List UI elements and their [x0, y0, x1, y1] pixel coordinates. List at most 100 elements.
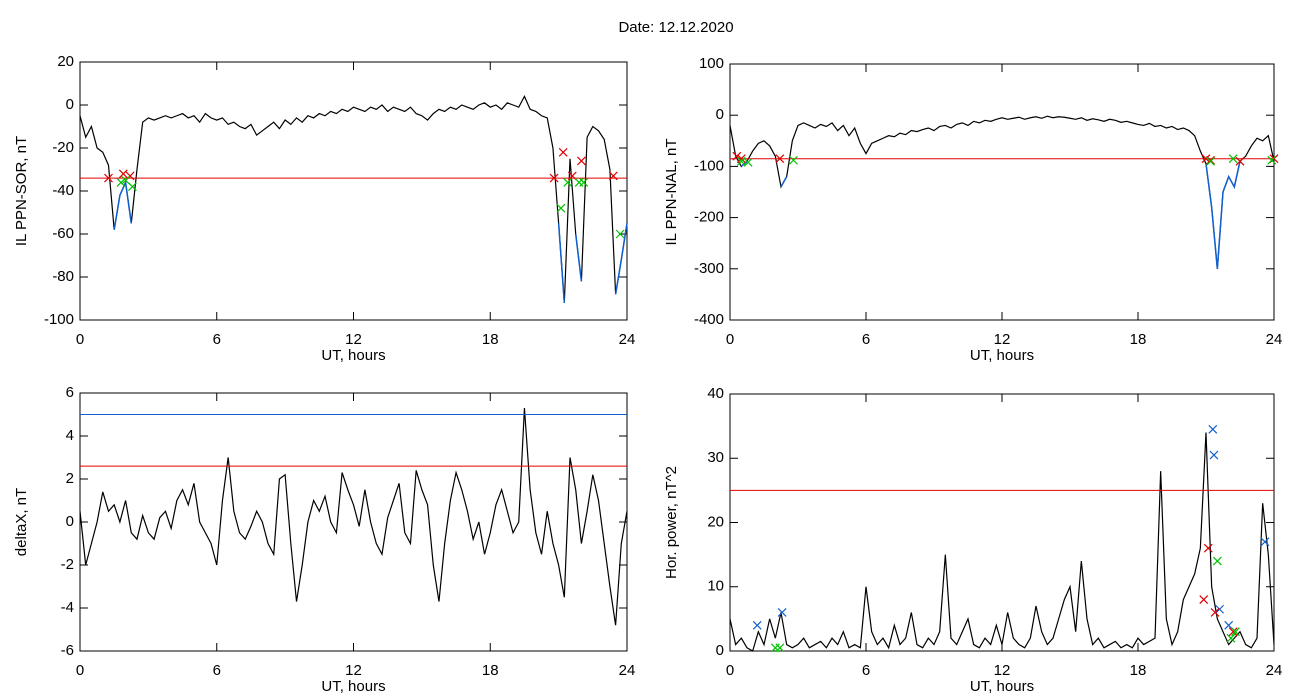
marker [736, 154, 746, 164]
data-line [729, 432, 1275, 652]
marker [1206, 156, 1215, 166]
x-tick-label: 0 [76, 331, 84, 348]
marker [579, 177, 589, 187]
x-tick-label: 12 [994, 662, 1011, 679]
x-tick-label: 12 [345, 662, 362, 679]
y-tick-label: -20 [52, 139, 74, 156]
marker [558, 147, 568, 157]
y-tick-label: 0 [66, 96, 74, 113]
below-threshold-line [1205, 161, 1241, 269]
y-axis-label: deltaX, nT [13, 488, 30, 556]
marker [116, 177, 126, 187]
figure-title: Date: 12.12.2020 [618, 19, 733, 36]
marker [777, 608, 787, 617]
x-tick-label: 6 [213, 331, 221, 348]
x-tick-label: 6 [862, 331, 870, 348]
y-tick-label: -2 [61, 556, 74, 573]
y-tick-label: -100 [694, 157, 724, 174]
x-tick-label: 0 [76, 662, 84, 679]
marker [775, 643, 785, 653]
y-tick-label: 30 [707, 449, 724, 466]
y-tick-label: 0 [716, 106, 724, 123]
marker [574, 177, 584, 187]
marker [1267, 155, 1277, 165]
y-tick-label: 40 [707, 385, 724, 402]
marker [1235, 156, 1245, 166]
y-tick-label: -300 [694, 260, 724, 277]
x-axis-label: UT, hours [321, 347, 385, 364]
x-axis-label: UT, hours [970, 678, 1034, 695]
y-tick-label: 0 [716, 642, 724, 659]
x-tick-label: 0 [726, 331, 734, 348]
x-tick-label: 12 [345, 331, 362, 348]
y-tick-label: -200 [694, 209, 724, 226]
marker [1210, 608, 1220, 617]
y-tick-label: 20 [57, 53, 74, 70]
y-axis-label: IL PPN-SOR, nT [13, 136, 30, 246]
marker [1209, 450, 1219, 460]
x-tick-label: 12 [994, 331, 1011, 348]
x-tick-label: 18 [1130, 331, 1147, 348]
marker [1206, 155, 1215, 165]
y-tick-label: -6 [61, 642, 74, 659]
x-tick-label: 18 [1130, 662, 1147, 679]
marker [1215, 604, 1225, 614]
marker [743, 157, 753, 167]
marker [127, 182, 137, 192]
y-tick-label: 4 [66, 427, 74, 444]
marker [1199, 595, 1209, 605]
y-tick-label: -100 [44, 311, 74, 328]
y-tick-label: 2 [66, 470, 74, 487]
x-tick-label: 18 [482, 331, 499, 348]
x-tick-label: 6 [862, 662, 870, 679]
below-threshold-line [574, 233, 583, 282]
y-tick-label: -60 [52, 225, 74, 242]
marker [549, 173, 559, 183]
y-tick-label: 6 [66, 384, 74, 401]
data-line [79, 408, 628, 626]
below-threshold-line [557, 223, 566, 303]
marker [1260, 537, 1270, 547]
marker [104, 173, 113, 183]
x-axis-label: UT, hours [970, 347, 1034, 364]
marker [1228, 627, 1238, 637]
y-axis-label: Hor. power, nT^2 [663, 466, 680, 579]
marker [556, 203, 566, 213]
plot-frame [79, 392, 628, 652]
x-tick-label: 24 [1266, 662, 1283, 679]
marker [615, 229, 625, 239]
y-tick-label: -80 [52, 268, 74, 285]
y-tick-label: -400 [694, 311, 724, 328]
plot-frame [729, 393, 1275, 652]
y-tick-label: -4 [61, 599, 74, 616]
marker [576, 156, 586, 166]
x-tick-label: 24 [619, 331, 636, 348]
marker [118, 169, 128, 179]
y-tick-label: 10 [707, 578, 724, 595]
data-line [729, 115, 1275, 269]
y-tick-label: -40 [52, 182, 74, 199]
y-tick-label: 100 [699, 55, 724, 72]
below-threshold-line [780, 176, 788, 188]
marker [1231, 627, 1240, 637]
x-axis-label: UT, hours [321, 678, 385, 695]
marker [608, 171, 618, 181]
x-tick-label: 24 [1266, 331, 1283, 348]
y-tick-label: 20 [707, 513, 724, 530]
marker [752, 620, 762, 630]
plot-frame [79, 61, 628, 321]
x-tick-label: 0 [726, 662, 734, 679]
marker [1212, 556, 1222, 566]
marker [1208, 424, 1218, 434]
marker [563, 177, 573, 187]
below-threshold-line [113, 179, 133, 230]
marker [1203, 543, 1213, 553]
data-line [79, 95, 628, 303]
marker [1228, 154, 1238, 164]
marker [775, 154, 785, 164]
x-tick-label: 24 [619, 662, 636, 679]
marker [789, 155, 798, 165]
y-tick-label: 0 [66, 513, 74, 530]
x-tick-label: 6 [213, 662, 221, 679]
